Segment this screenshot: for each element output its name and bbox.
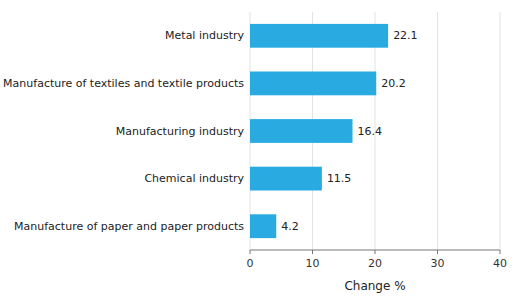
bars bbox=[250, 24, 388, 238]
tick-label: 20 bbox=[368, 257, 382, 270]
tick-mark bbox=[312, 250, 313, 254]
tick-mark bbox=[375, 250, 376, 254]
category-label: Chemical industry bbox=[144, 172, 244, 185]
data-label: 20.2 bbox=[381, 77, 406, 90]
data-label: 11.5 bbox=[327, 172, 352, 185]
bar bbox=[250, 167, 322, 191]
tick-mark bbox=[437, 250, 438, 254]
grid bbox=[250, 12, 500, 250]
x-axis-line bbox=[250, 250, 500, 251]
tick-mark bbox=[250, 250, 251, 254]
tick-label: 30 bbox=[431, 257, 445, 270]
category-label: Manufacture of textiles and textile prod… bbox=[3, 77, 244, 90]
bar bbox=[250, 72, 376, 96]
data-label: 4.2 bbox=[281, 220, 299, 233]
category-label: Manufacture of paper and paper products bbox=[14, 220, 244, 233]
tick-label: 40 bbox=[493, 257, 507, 270]
category-label: Manufacturing industry bbox=[116, 125, 245, 138]
data-label: 22.1 bbox=[393, 29, 418, 42]
grid-line bbox=[437, 12, 438, 250]
data-label: 16.4 bbox=[358, 125, 383, 138]
chart: 0 10 20 30 40 Manufacture of paper and paper … bbox=[0, 0, 525, 300]
x-axis-label: Change % bbox=[344, 279, 405, 293]
bar bbox=[250, 24, 388, 48]
bar bbox=[250, 214, 276, 238]
tick-label: 10 bbox=[306, 257, 320, 270]
category-label: Metal industry bbox=[165, 29, 244, 42]
tick-label: 0 bbox=[247, 257, 254, 270]
tick-mark bbox=[500, 250, 501, 254]
bar bbox=[250, 119, 353, 143]
grid-line bbox=[500, 12, 501, 250]
